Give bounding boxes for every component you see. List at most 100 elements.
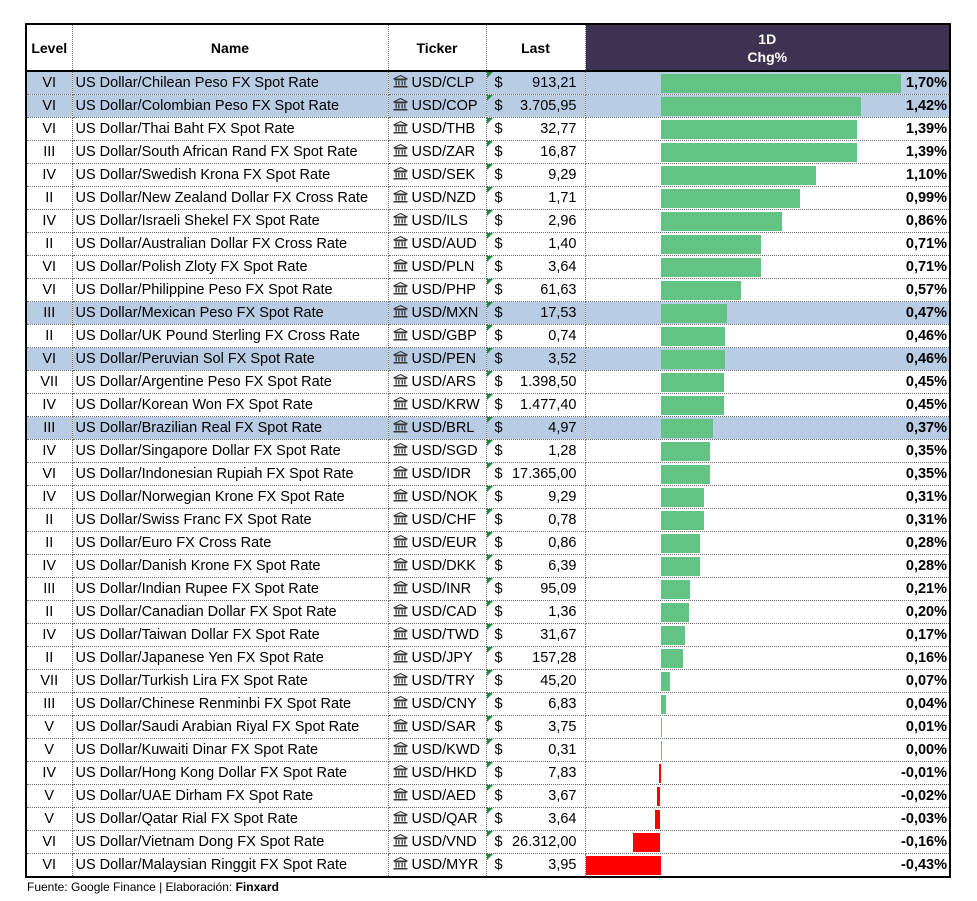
table-row[interactable]: II US Dollar/Swiss Franc FX Spot Rate USD/…: [26, 508, 950, 532]
last-cell: $4,97: [486, 416, 586, 440]
table-row[interactable]: VI US Dollar/Philippine Peso FX Spot Rate…: [26, 278, 950, 302]
table-row[interactable]: III US Dollar/Brazilian Real FX Spot Rate…: [26, 416, 950, 440]
table-row[interactable]: IV US Dollar/Hong Kong Dollar FX Spot Rat…: [26, 761, 950, 785]
table-row[interactable]: III US Dollar/Chinese Renminbi FX Spot Ra…: [26, 692, 950, 716]
currency-symbol: $: [494, 673, 503, 689]
level-cell: VI: [26, 830, 73, 854]
formula-flag-icon: [486, 325, 493, 331]
ticker-text: USD/TRY: [411, 673, 475, 689]
last-cell: $31,67: [486, 623, 586, 647]
table-row[interactable]: III US Dollar/Mexican Peso FX Spot Rate US…: [26, 301, 950, 325]
table-row[interactable]: VI US Dollar/Peruvian Sol FX Spot Rate USD…: [26, 347, 950, 371]
table-row[interactable]: V US Dollar/Qatar Rial FX Spot Rate USD/QA…: [26, 807, 950, 831]
chg-bar: [660, 281, 741, 300]
level-header[interactable]: Level: [26, 24, 73, 72]
formula-flag-icon: [486, 532, 493, 538]
chg-cell: -0,01%: [585, 761, 950, 785]
chg-value: -0,03%: [901, 811, 947, 827]
bank-icon: [392, 719, 408, 732]
table-row[interactable]: II US Dollar/New Zealand Dollar FX Cross …: [26, 186, 950, 210]
table-row[interactable]: VI US Dollar/Chilean Peso FX Spot Rate USD…: [26, 71, 950, 95]
chg-value: 0,46%: [905, 328, 947, 344]
last-cell: $3,64: [486, 807, 586, 831]
table-row[interactable]: VI US Dollar/Malaysian Ringgit FX Spot Ra…: [26, 853, 950, 878]
table-row[interactable]: VI US Dollar/Vietnam Dong FX Spot Rate USD…: [26, 830, 950, 854]
last-header[interactable]: Last: [486, 24, 586, 72]
ticker-text: USD/BRL: [411, 420, 475, 436]
table-row[interactable]: V US Dollar/UAE Dirham FX Spot Rate USD/AE…: [26, 784, 950, 808]
table-row[interactable]: II US Dollar/Japanese Yen FX Spot Rate USD…: [26, 646, 950, 670]
table-row[interactable]: II US Dollar/Euro FX Cross Rate USD/EUR $0,…: [26, 531, 950, 555]
chg-value: 0,21%: [905, 581, 947, 597]
bank-icon: [392, 765, 408, 778]
table-row[interactable]: II US Dollar/Canadian Dollar FX Spot Rate…: [26, 600, 950, 624]
table-row[interactable]: V US Dollar/Kuwaiti Dinar FX Spot Rate USD…: [26, 738, 950, 762]
ticker-cell: USD/ARS: [388, 370, 487, 394]
ticker-text: USD/MYR: [411, 857, 479, 873]
name-cell: US Dollar/Japanese Yen FX Spot Rate: [72, 646, 389, 670]
level-cell: VI: [26, 462, 73, 486]
currency-symbol: $: [494, 834, 503, 850]
table-row[interactable]: VI US Dollar/Colombian Peso FX Spot Rate U…: [26, 94, 950, 118]
table-row[interactable]: II US Dollar/UK Pound Sterling FX Cross R…: [26, 324, 950, 348]
table-row[interactable]: VII US Dollar/Argentine Peso FX Spot Rate…: [26, 370, 950, 394]
formula-flag-icon: [486, 233, 493, 239]
formula-flag-icon: [486, 670, 493, 676]
table-row[interactable]: IV US Dollar/Taiwan Dollar FX Spot Rate US…: [26, 623, 950, 647]
name-cell: US Dollar/Swedish Krona FX Spot Rate: [72, 163, 389, 187]
formula-flag-icon: [486, 371, 493, 377]
level-cell: VI: [26, 71, 73, 95]
table-row[interactable]: IV US Dollar/Korean Won FX Spot Rate USD/K…: [26, 393, 950, 417]
ticker-header[interactable]: Ticker: [388, 24, 487, 72]
bank-icon: [392, 190, 408, 203]
table-row[interactable]: IV US Dollar/Israeli Shekel FX Spot Rate U…: [26, 209, 950, 233]
last-cell: $95,09: [486, 577, 586, 601]
table-row[interactable]: VI US Dollar/Indonesian Rupiah FX Spot Ra…: [26, 462, 950, 486]
source-note: Fuente: Google Finance | Elaboración: Fi…: [27, 880, 279, 894]
table-row[interactable]: II US Dollar/Australian Dollar FX Cross R…: [26, 232, 950, 256]
table-row[interactable]: IV US Dollar/Swedish Krona FX Spot Rate US…: [26, 163, 950, 187]
chg-value: 0,01%: [905, 719, 947, 735]
last-value: 3,75: [548, 719, 577, 735]
ticker-cell: USD/DKK: [388, 554, 487, 578]
table-body: VI US Dollar/Chilean Peso FX Spot Rate USD…: [26, 71, 950, 878]
table-row[interactable]: IV US Dollar/Singapore Dollar FX Spot Rat…: [26, 439, 950, 463]
formula-flag-icon: [486, 118, 493, 124]
level-cell: IV: [26, 439, 73, 463]
level-cell: IV: [26, 761, 73, 785]
bank-icon: [392, 328, 408, 341]
chg-value: -0,01%: [901, 765, 947, 781]
bank-icon: [392, 512, 408, 525]
last-cell: $157,28: [486, 646, 586, 670]
table-row[interactable]: V US Dollar/Saudi Arabian Riyal FX Spot R…: [26, 715, 950, 739]
table-row[interactable]: IV US Dollar/Norwegian Krone FX Spot Rate…: [26, 485, 950, 509]
formula-flag-icon: [486, 762, 493, 768]
chg-header[interactable]: 1D Chg%: [585, 24, 950, 72]
name-cell: US Dollar/Mexican Peso FX Spot Rate: [72, 301, 389, 325]
name-cell: US Dollar/Malaysian Ringgit FX Spot Rate: [72, 853, 389, 878]
name-header[interactable]: Name: [72, 24, 389, 72]
table-row[interactable]: III US Dollar/Indian Rupee FX Spot Rate US…: [26, 577, 950, 601]
ticker-cell: USD/JPY: [388, 646, 487, 670]
table-row[interactable]: VII US Dollar/Turkish Lira FX Spot Rate US…: [26, 669, 950, 693]
formula-flag-icon: [486, 716, 493, 722]
last-value: 0,31: [548, 742, 577, 758]
currency-symbol: $: [494, 742, 503, 758]
table-row[interactable]: VI US Dollar/Thai Baht FX Spot Rate USD/TH…: [26, 117, 950, 141]
table-row[interactable]: III US Dollar/South African Rand FX Spot …: [26, 140, 950, 164]
bank-icon: [392, 627, 408, 640]
chg-cell: 0,45%: [585, 393, 950, 417]
ticker-text: USD/EUR: [411, 535, 477, 551]
level-cell: III: [26, 301, 73, 325]
ticker-cell: USD/ILS: [388, 209, 487, 233]
level-cell: VI: [26, 255, 73, 279]
chg-bar: [660, 741, 662, 760]
name-cell: US Dollar/Canadian Dollar FX Spot Rate: [72, 600, 389, 624]
chg-cell: -0,43%: [585, 853, 950, 878]
currency-symbol: $: [494, 627, 503, 643]
bank-icon: [392, 213, 408, 226]
table-row[interactable]: IV US Dollar/Danish Krone FX Spot Rate USD…: [26, 554, 950, 578]
chg-value: -0,16%: [901, 834, 947, 850]
table-row[interactable]: VI US Dollar/Polish Zloty FX Spot Rate USD…: [26, 255, 950, 279]
last-cell: $9,29: [486, 163, 586, 187]
